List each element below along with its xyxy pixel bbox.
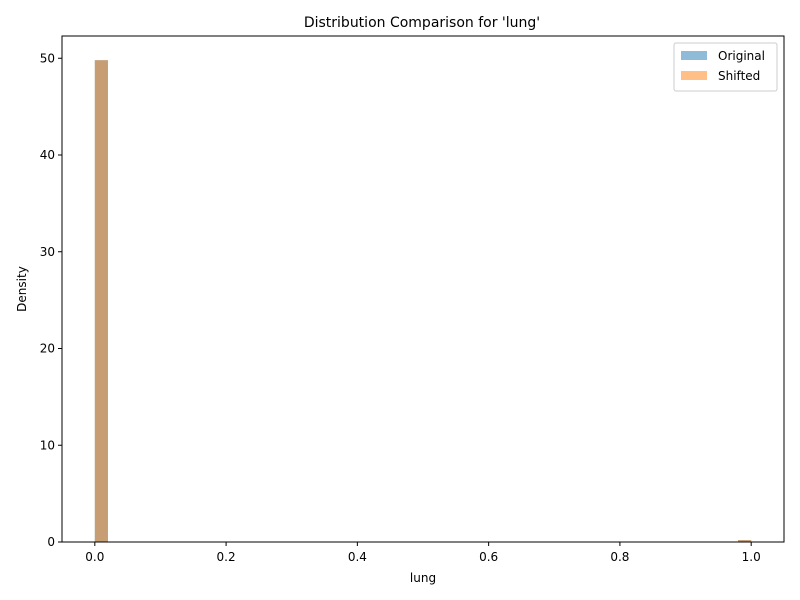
x-tick-label: 0.4 [348,550,367,564]
y-tick-label: 10 [40,438,55,452]
y-tick-label: 0 [47,535,55,549]
x-tick-label: 0.2 [217,550,236,564]
bar-shifted-1 [738,540,752,542]
legend-label-shifted: Shifted [718,69,760,83]
x-tick-label: 1.0 [742,550,761,564]
y-tick-label: 20 [40,342,55,356]
y-tick-label: 50 [40,51,55,65]
bars-group [94,60,752,543]
legend-swatch-shifted [681,71,707,80]
y-axis-label: Density [15,266,29,312]
y-tick-label: 30 [40,245,55,259]
x-tick-label: 0.8 [610,550,629,564]
legend-swatch-original [681,51,707,60]
plot-frame [61,35,785,543]
x-axis: 0.0 0.2 0.4 0.6 0.8 1.0 [85,542,761,564]
y-tick-label: 40 [40,148,55,162]
y-axis: 0 10 20 30 40 50 [40,51,62,549]
chart-title: Distribution Comparison for 'lung' [304,15,540,31]
legend: Original Shifted [673,42,778,92]
bar-shifted-0 [94,60,108,543]
legend-label-original: Original [718,49,765,63]
x-axis-label: lung [410,571,436,585]
x-tick-label: 0.0 [85,550,104,564]
x-tick-label: 0.6 [479,550,498,564]
